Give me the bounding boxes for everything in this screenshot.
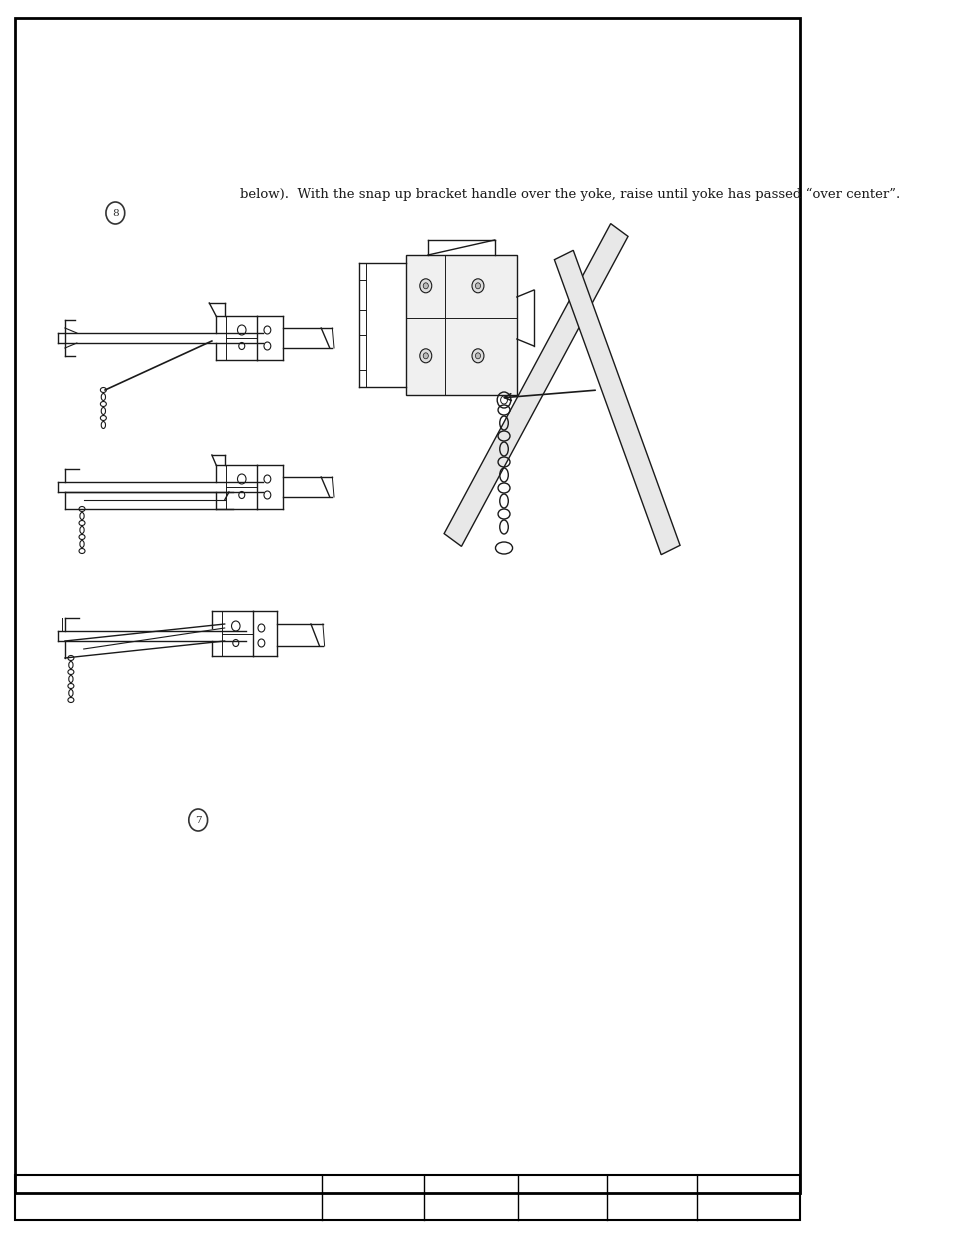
Circle shape	[419, 279, 432, 293]
Circle shape	[423, 283, 428, 288]
Text: below).  With the snap up bracket handle over the yoke, raise until yoke has pas: below). With the snap up bracket handle …	[240, 188, 900, 202]
Circle shape	[475, 283, 480, 288]
Polygon shape	[554, 251, 679, 555]
Circle shape	[475, 353, 480, 358]
Circle shape	[419, 348, 432, 363]
Circle shape	[423, 353, 428, 358]
Bar	[15, 1175, 799, 1220]
Bar	[405, 256, 517, 395]
Text: 8: 8	[112, 208, 118, 218]
Text: 7: 7	[194, 816, 201, 824]
Polygon shape	[444, 223, 627, 546]
Circle shape	[472, 348, 483, 363]
Circle shape	[472, 279, 483, 293]
